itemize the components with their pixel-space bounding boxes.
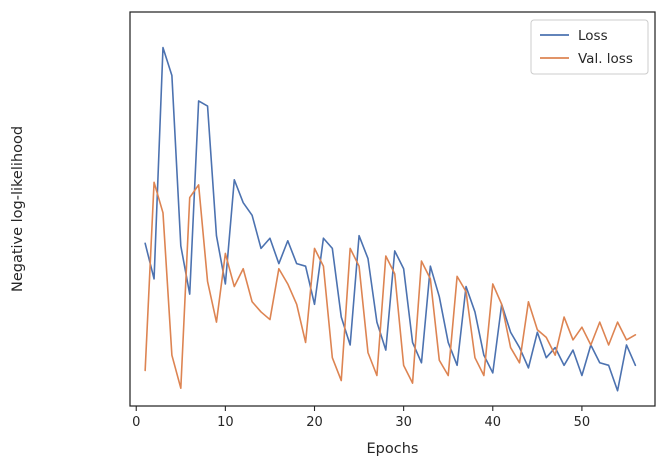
plot-frame	[129, 11, 656, 407]
series-line-loss	[144, 46, 637, 392]
x-tick-label: 10	[217, 415, 234, 430]
legend-label-val-loss: Val. loss	[578, 51, 633, 67]
x-tick-label: 40	[485, 415, 502, 430]
legend: Loss Val. loss	[530, 19, 649, 75]
legend-box	[530, 19, 649, 75]
y-axis-label: Negative log-likelihood	[10, 126, 26, 292]
x-axis-label: Epochs	[367, 441, 419, 457]
x-tick-label: 0	[132, 415, 140, 430]
x-tick-label: 20	[306, 415, 323, 430]
legend-label-loss: Loss	[578, 28, 608, 44]
x-tick-label: 50	[574, 415, 591, 430]
x-tick-label: 30	[395, 415, 412, 430]
series-line-val-loss	[144, 181, 637, 390]
